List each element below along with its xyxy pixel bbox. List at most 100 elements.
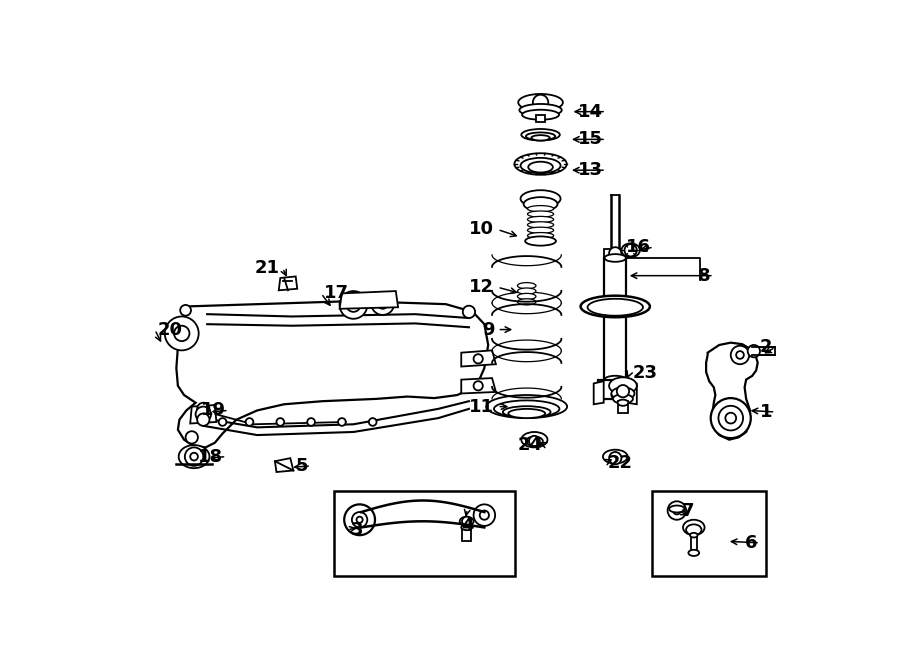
Ellipse shape: [526, 237, 556, 246]
Circle shape: [197, 414, 210, 426]
Circle shape: [711, 398, 751, 438]
Circle shape: [609, 247, 621, 260]
Text: 3: 3: [350, 521, 363, 539]
Ellipse shape: [527, 233, 554, 239]
Text: 8: 8: [698, 266, 711, 285]
Circle shape: [246, 418, 254, 426]
Text: 1: 1: [760, 403, 772, 421]
Circle shape: [609, 452, 621, 464]
Circle shape: [725, 412, 736, 424]
Circle shape: [480, 510, 489, 520]
Ellipse shape: [527, 206, 554, 212]
Ellipse shape: [521, 129, 560, 141]
Polygon shape: [605, 249, 626, 258]
Ellipse shape: [520, 190, 561, 207]
Circle shape: [185, 431, 198, 444]
Circle shape: [463, 305, 475, 318]
Ellipse shape: [527, 227, 554, 233]
Polygon shape: [279, 276, 297, 290]
Circle shape: [184, 447, 203, 466]
Ellipse shape: [503, 407, 551, 418]
Ellipse shape: [669, 506, 685, 512]
Circle shape: [339, 291, 367, 319]
Ellipse shape: [515, 153, 567, 175]
Text: 21: 21: [255, 259, 280, 277]
Circle shape: [616, 385, 629, 397]
Circle shape: [219, 418, 227, 426]
Circle shape: [718, 406, 743, 430]
Circle shape: [731, 346, 749, 364]
Ellipse shape: [613, 394, 633, 403]
Circle shape: [462, 517, 472, 526]
Circle shape: [673, 507, 680, 514]
Text: 10: 10: [470, 221, 494, 239]
Polygon shape: [274, 458, 293, 472]
Polygon shape: [176, 301, 488, 447]
Ellipse shape: [179, 445, 210, 468]
Circle shape: [180, 305, 191, 316]
Circle shape: [473, 504, 495, 526]
Text: 9: 9: [482, 321, 494, 338]
Ellipse shape: [528, 162, 553, 173]
Ellipse shape: [683, 520, 705, 535]
Circle shape: [736, 351, 743, 359]
Text: 5: 5: [295, 457, 308, 475]
Ellipse shape: [527, 211, 554, 217]
Text: 13: 13: [578, 161, 603, 179]
Circle shape: [344, 504, 375, 535]
Circle shape: [174, 326, 189, 341]
Ellipse shape: [609, 377, 637, 394]
Ellipse shape: [526, 132, 555, 140]
Text: 18: 18: [198, 447, 223, 465]
Circle shape: [529, 436, 540, 447]
Ellipse shape: [494, 401, 560, 417]
Circle shape: [625, 244, 637, 256]
Circle shape: [165, 317, 199, 350]
Polygon shape: [461, 378, 496, 393]
Ellipse shape: [605, 254, 626, 262]
Ellipse shape: [526, 437, 543, 446]
Circle shape: [611, 382, 619, 389]
Ellipse shape: [518, 299, 536, 305]
Text: 7: 7: [681, 502, 694, 520]
Circle shape: [377, 298, 388, 309]
Ellipse shape: [486, 395, 567, 418]
Ellipse shape: [690, 533, 698, 537]
Bar: [690, 533, 697, 553]
Ellipse shape: [617, 400, 628, 406]
Circle shape: [352, 512, 367, 527]
Ellipse shape: [522, 110, 559, 120]
Ellipse shape: [524, 197, 557, 211]
Bar: [752, 347, 776, 355]
Ellipse shape: [508, 409, 545, 418]
Polygon shape: [626, 381, 637, 405]
Ellipse shape: [603, 449, 627, 463]
Circle shape: [473, 381, 482, 391]
Ellipse shape: [518, 288, 536, 294]
Ellipse shape: [518, 283, 536, 289]
Text: 14: 14: [578, 102, 603, 121]
Text: 15: 15: [578, 130, 603, 148]
Circle shape: [190, 453, 198, 461]
Ellipse shape: [527, 222, 554, 228]
Circle shape: [307, 418, 315, 426]
Circle shape: [533, 95, 548, 110]
Ellipse shape: [520, 158, 561, 173]
Circle shape: [748, 345, 760, 358]
Text: 12: 12: [470, 278, 494, 296]
Circle shape: [197, 403, 210, 415]
Ellipse shape: [527, 216, 554, 223]
Text: 6: 6: [744, 534, 757, 552]
Text: 20: 20: [158, 321, 183, 338]
Ellipse shape: [605, 375, 626, 383]
Ellipse shape: [519, 104, 562, 116]
Text: 4: 4: [461, 517, 473, 535]
Text: 2: 2: [760, 338, 772, 356]
Bar: [618, 401, 627, 412]
Ellipse shape: [611, 387, 634, 400]
Circle shape: [356, 517, 363, 523]
Polygon shape: [461, 350, 496, 367]
Circle shape: [369, 418, 376, 426]
Ellipse shape: [621, 243, 640, 257]
Ellipse shape: [461, 525, 472, 530]
